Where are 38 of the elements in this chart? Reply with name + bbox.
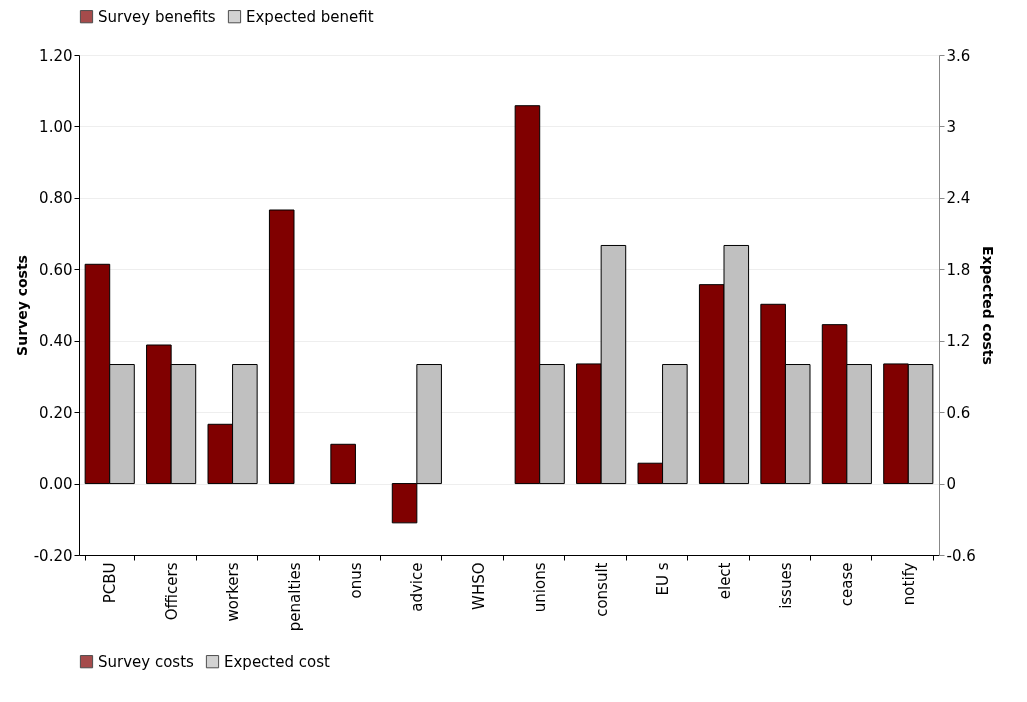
y2-tick-label: 1.2 — [946, 332, 971, 351]
x-tick-label: advice — [408, 562, 427, 612]
y-axis-title: Survey costs — [13, 255, 30, 356]
legend-label: Expected cost — [224, 652, 330, 671]
y-tick-label: -0.20 — [33, 546, 73, 565]
y2-tick-label: 0.6 — [946, 403, 971, 422]
y2-tick-label: 1.8 — [946, 260, 971, 279]
y-tick-label: 1.00 — [39, 117, 73, 136]
y-tick-label: 0.00 — [39, 475, 73, 494]
y2-tick-label: 3.6 — [946, 46, 971, 65]
x-tick-label: elect — [715, 562, 734, 600]
y-tick-label: 1.20 — [39, 46, 73, 65]
y2-tick-label: 0 — [946, 475, 957, 494]
x-tick-label: Officers — [162, 562, 181, 621]
legend-label: Survey benefits — [98, 7, 216, 26]
y-tick-label: 0.80 — [39, 189, 73, 208]
y2-tick-label: -0.6 — [946, 546, 976, 565]
legend-label: Survey costs — [98, 652, 195, 671]
bar — [330, 443, 356, 485]
y2-tick-label: 3 — [946, 117, 957, 136]
x-tick-label: penalties — [285, 562, 304, 632]
legend-label: Expected benefit — [246, 7, 374, 26]
x-tick-label: PCBU — [101, 562, 120, 604]
x-tick-label: workers — [224, 562, 243, 622]
x-tick-label: unions — [531, 562, 550, 613]
x-tick-label: EU s — [654, 562, 673, 596]
y2-axis-title: Expected costs — [979, 246, 996, 365]
x-tick-label: onus — [346, 562, 365, 599]
y-tick-label: 0.60 — [39, 260, 73, 279]
x-tick-label: consult — [592, 562, 611, 617]
y-tick-label: 0.40 — [39, 332, 73, 351]
x-tick-label: issues — [776, 562, 795, 609]
x-tick-label: notify — [899, 562, 918, 606]
bar — [268, 209, 295, 485]
x-tick-label: cease — [838, 562, 857, 607]
y2-tick-label: 2.4 — [946, 189, 971, 208]
y-tick-label: 0.20 — [39, 403, 73, 422]
x-tick-label: WHSO — [469, 562, 488, 610]
